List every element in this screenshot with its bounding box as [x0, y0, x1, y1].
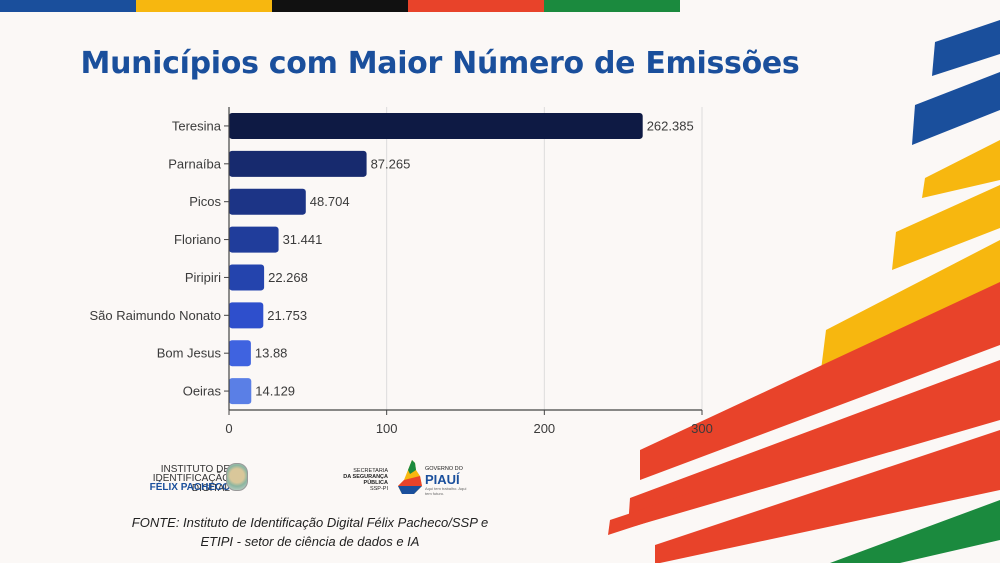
x-tick-label: 0 — [225, 421, 232, 436]
iid-felix-pacheco-logo: INSTITUTO DE IDENTIFICAÇÃO DIGITAL FÉLIX… — [125, 458, 260, 498]
bar — [229, 302, 264, 329]
bar — [229, 226, 279, 253]
gov-logo-line2: PIAUÍ — [425, 472, 460, 487]
value-label: 22.268 — [268, 270, 308, 285]
bar — [229, 378, 252, 405]
government-logos: SECRETARIA DA SEGURANÇA PÚBLICA SSP-PI G… — [330, 457, 470, 497]
chart-grid — [386, 107, 703, 410]
piaui-map-icon — [398, 460, 422, 494]
ssp-line3: SSP-PI — [369, 486, 388, 492]
bar — [229, 340, 251, 367]
seal-icon — [226, 463, 248, 491]
bar — [229, 112, 643, 139]
source-line1: FONTE: Instituto de Identificação Digita… — [131, 515, 489, 530]
category-label: Bom Jesus — [157, 346, 222, 361]
bar — [229, 188, 306, 215]
ssp-line1: SECRETARIA — [353, 468, 388, 474]
x-tick-label: 300 — [691, 421, 713, 436]
value-label: 87.265 — [371, 156, 411, 171]
source-note: FONTE: Instituto de Identificação Digita… — [120, 513, 500, 551]
x-tick-label: 100 — [376, 421, 398, 436]
iid-logo-line3: FÉLIX PACHECO — [149, 482, 230, 493]
top-bar-red — [408, 0, 544, 12]
chart-bars — [229, 112, 643, 405]
category-label: Floriano — [174, 232, 221, 247]
bar — [229, 150, 367, 177]
category-label: Oeiras — [183, 384, 222, 399]
value-label: 31.441 — [283, 232, 323, 247]
gov-logo-line1: GOVERNO DO — [425, 466, 463, 472]
iid-logo-line1: INSTITUTO DE — [160, 464, 230, 475]
gov-logo-slogan: Aqui tem trabalho. Aqui tem futuro. — [425, 486, 467, 496]
ssp-logo-text: SECRETARIA DA SEGURANÇA PÚBLICA SSP-PI — [330, 468, 388, 492]
iid-logo-line2: IDENTIFICAÇÃO DIGITAL — [152, 473, 230, 494]
category-label: Piripiri — [185, 270, 221, 285]
category-label: Picos — [189, 194, 221, 209]
category-label: São Raimundo Nonato — [89, 308, 221, 323]
bar — [229, 264, 265, 291]
value-label: 48.704 — [310, 194, 350, 209]
value-label: 14.129 — [255, 384, 295, 399]
category-label: Teresina — [172, 118, 222, 133]
value-label: 21.753 — [267, 308, 307, 323]
chart-axes: 0 100 200 300 Teresina 262.385 Parnaíba 87.265 P… — [89, 107, 713, 436]
top-bar-blue — [0, 0, 136, 12]
x-tick-label: 200 — [533, 421, 555, 436]
top-bar-green — [544, 0, 680, 12]
top-color-bar — [0, 0, 680, 12]
top-bar-black — [272, 0, 408, 12]
value-label: 13.88 — [255, 346, 288, 361]
category-label: Parnaíba — [168, 156, 222, 171]
source-line2: ETIPI - setor de ciência de dados e IA — [200, 534, 420, 549]
ssp-line2: DA SEGURANÇA PÚBLICA — [343, 474, 388, 486]
top-bar-yellow — [136, 0, 272, 12]
chart-title: Municípios com Maior Número de Emissões — [80, 46, 800, 81]
value-label: 262.385 — [647, 118, 694, 133]
